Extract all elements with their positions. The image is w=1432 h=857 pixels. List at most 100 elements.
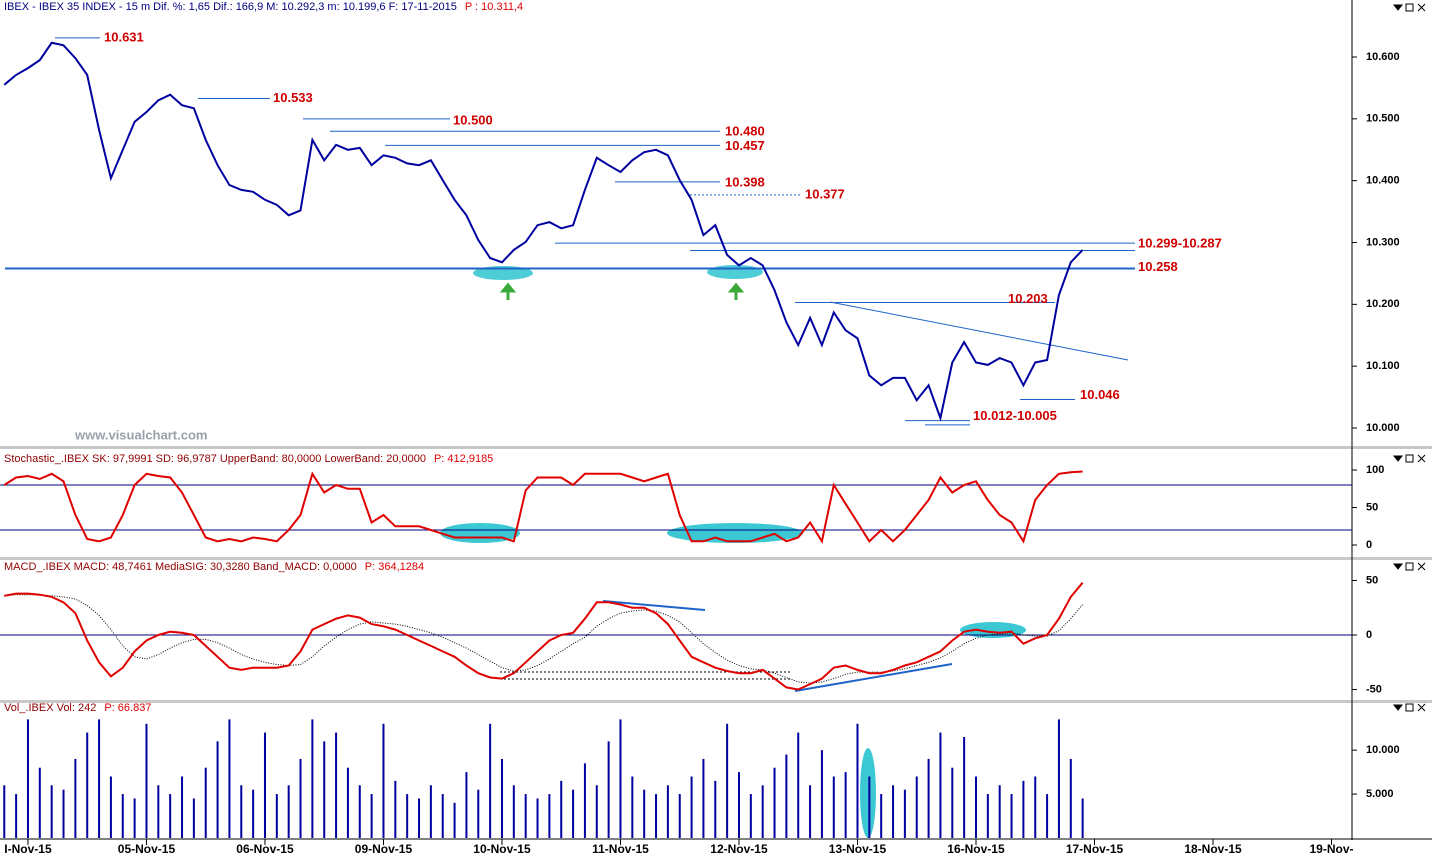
signal-line bbox=[4, 594, 1083, 684]
level-label: 10.012-10.005 bbox=[973, 408, 1057, 423]
volume-bar bbox=[1046, 794, 1049, 838]
volume-bar bbox=[702, 758, 705, 838]
button-close[interactable] bbox=[1417, 703, 1426, 712]
volume-bar bbox=[583, 763, 586, 838]
volume-bar bbox=[714, 780, 717, 838]
volume-bar bbox=[560, 780, 563, 838]
data-line bbox=[3, 41, 1084, 422]
button-close[interactable] bbox=[1417, 3, 1426, 12]
level-label: 10.533 bbox=[273, 90, 313, 105]
button-maximize[interactable] bbox=[1405, 703, 1414, 712]
level-label: 10.203 bbox=[1008, 291, 1048, 306]
volume-bar bbox=[678, 794, 681, 838]
volume-bar bbox=[98, 719, 101, 838]
button-maximize[interactable] bbox=[1405, 3, 1414, 12]
volume-bar bbox=[844, 772, 847, 838]
volume-bar bbox=[358, 785, 361, 838]
volume-bar bbox=[892, 785, 895, 838]
volume-bar bbox=[287, 785, 290, 838]
watermark: www.visualchart.com bbox=[74, 427, 207, 442]
level-label: 10.258 bbox=[1138, 259, 1178, 274]
level-label: 10.457 bbox=[725, 138, 765, 153]
volume-bar bbox=[548, 794, 551, 838]
divergence-line bbox=[794, 663, 953, 692]
level-label: 10.500 bbox=[453, 112, 493, 127]
volume-bar bbox=[204, 767, 207, 838]
volume-bar bbox=[927, 758, 930, 838]
last-value: P: 66.837 bbox=[104, 702, 151, 714]
volume-bar bbox=[263, 732, 266, 838]
volume-bar bbox=[1010, 794, 1013, 838]
panel-separator bbox=[0, 700, 1432, 703]
up-arrow bbox=[499, 282, 517, 300]
volume-bar bbox=[240, 785, 243, 838]
x-tick-label: 19-Nov- bbox=[1309, 842, 1353, 856]
button-close[interactable] bbox=[1417, 562, 1426, 571]
volume-bar bbox=[655, 794, 658, 838]
volume-bar bbox=[595, 785, 598, 838]
y-tick-label: 100 bbox=[1366, 464, 1384, 476]
volume-bar bbox=[252, 789, 255, 838]
level-label: 10.398 bbox=[725, 174, 765, 189]
volume-bar bbox=[216, 741, 219, 838]
volume-bar bbox=[785, 754, 788, 838]
panel-separator bbox=[0, 557, 1432, 560]
level-label: 10.046 bbox=[1080, 387, 1120, 402]
x-tick-label: 10-Nov-15 bbox=[473, 842, 531, 856]
volume-bar bbox=[382, 723, 385, 838]
volume-bar bbox=[619, 719, 622, 838]
volume-bar bbox=[880, 794, 883, 838]
volume-bar bbox=[465, 772, 468, 838]
volume-bar bbox=[394, 780, 397, 838]
panel-title: Vol_.IBEX Vol: 242 bbox=[4, 702, 96, 714]
volume-bar bbox=[726, 723, 729, 838]
button-maximize[interactable] bbox=[1405, 454, 1414, 463]
button-menu[interactable] bbox=[1392, 4, 1404, 11]
volume-bar bbox=[441, 794, 444, 838]
volume-bar bbox=[868, 776, 871, 838]
button-menu[interactable] bbox=[1392, 455, 1404, 462]
x-tick-label: 05-Nov-15 bbox=[118, 842, 176, 856]
data-line bbox=[4, 582, 1084, 691]
volume-bar bbox=[109, 776, 112, 838]
button-menu[interactable] bbox=[1392, 704, 1404, 711]
highlight-ellipse bbox=[960, 622, 1026, 638]
volume-bar bbox=[406, 794, 409, 838]
y-tick-label: 10.200 bbox=[1366, 298, 1400, 310]
volume-bar bbox=[1022, 780, 1025, 838]
highlight-ellipse bbox=[667, 523, 803, 543]
y-tick-label: 10.000 bbox=[1366, 744, 1400, 756]
x-tick-label: 13-Nov-15 bbox=[829, 842, 887, 856]
x-tick-label: 18-Nov-15 bbox=[1184, 842, 1242, 856]
volume-bar bbox=[429, 785, 432, 838]
volume-bar bbox=[643, 789, 646, 838]
volume-bar bbox=[939, 732, 942, 838]
level-label: 10.480 bbox=[725, 124, 765, 139]
volume-bar bbox=[418, 798, 421, 838]
y-tick-label: 50 bbox=[1366, 574, 1378, 586]
y-tick-label: 5.000 bbox=[1366, 788, 1394, 800]
button-close[interactable] bbox=[1417, 454, 1426, 463]
volume-bar bbox=[974, 776, 977, 838]
volume-bar bbox=[453, 802, 456, 838]
volume-bar bbox=[1069, 758, 1072, 838]
last-value: P: 364,1284 bbox=[365, 561, 424, 573]
panel-separator bbox=[0, 446, 1432, 449]
volume-bar bbox=[524, 794, 527, 838]
button-menu[interactable] bbox=[1392, 563, 1404, 570]
y-tick-label: 0 bbox=[1366, 539, 1372, 551]
button-maximize[interactable] bbox=[1405, 562, 1414, 571]
volume-bar bbox=[38, 767, 41, 838]
volume-bar bbox=[74, 758, 77, 838]
y-tick-label: -50 bbox=[1366, 683, 1382, 695]
volume-bar bbox=[903, 789, 906, 838]
x-tick-label: 06-Nov-15 bbox=[236, 842, 294, 856]
window-buttons[interactable] bbox=[1392, 3, 1426, 712]
volume-bar bbox=[512, 785, 515, 838]
volume-bar bbox=[181, 776, 184, 838]
trend-line bbox=[829, 301, 1129, 361]
volume-bar bbox=[86, 732, 89, 838]
volume-bar bbox=[323, 741, 326, 838]
